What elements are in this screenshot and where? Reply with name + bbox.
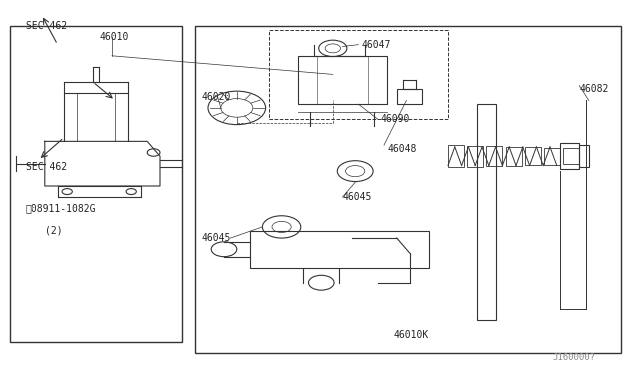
Text: 46045: 46045: [202, 233, 231, 243]
Bar: [448, 145, 464, 167]
Text: 46045: 46045: [342, 192, 372, 202]
Bar: [579, 145, 589, 167]
Bar: [467, 146, 483, 167]
Bar: [563, 148, 579, 164]
Bar: [506, 147, 522, 166]
Text: 46048: 46048: [387, 144, 417, 154]
Text: 46082: 46082: [579, 84, 609, 94]
Bar: [477, 104, 496, 320]
Bar: [195, 26, 621, 353]
Text: J160000?: J160000?: [552, 353, 595, 362]
Text: Ⓝ08911-1082G: Ⓝ08911-1082G: [26, 203, 96, 213]
Text: (2): (2): [45, 226, 63, 235]
Bar: [10, 26, 182, 342]
Text: 46047: 46047: [362, 40, 391, 49]
Text: 46010K: 46010K: [394, 330, 429, 340]
Text: 46090: 46090: [381, 114, 410, 124]
Bar: [560, 143, 579, 169]
Text: 46010: 46010: [99, 32, 129, 42]
Bar: [544, 148, 560, 165]
Bar: [397, 89, 422, 104]
Bar: [250, 231, 429, 268]
Text: 46020: 46020: [202, 92, 231, 102]
Bar: [525, 147, 541, 165]
Bar: [486, 146, 502, 166]
Text: SEC 462: SEC 462: [26, 21, 67, 31]
Text: SEC 462: SEC 462: [26, 163, 67, 172]
Bar: [298, 56, 387, 104]
